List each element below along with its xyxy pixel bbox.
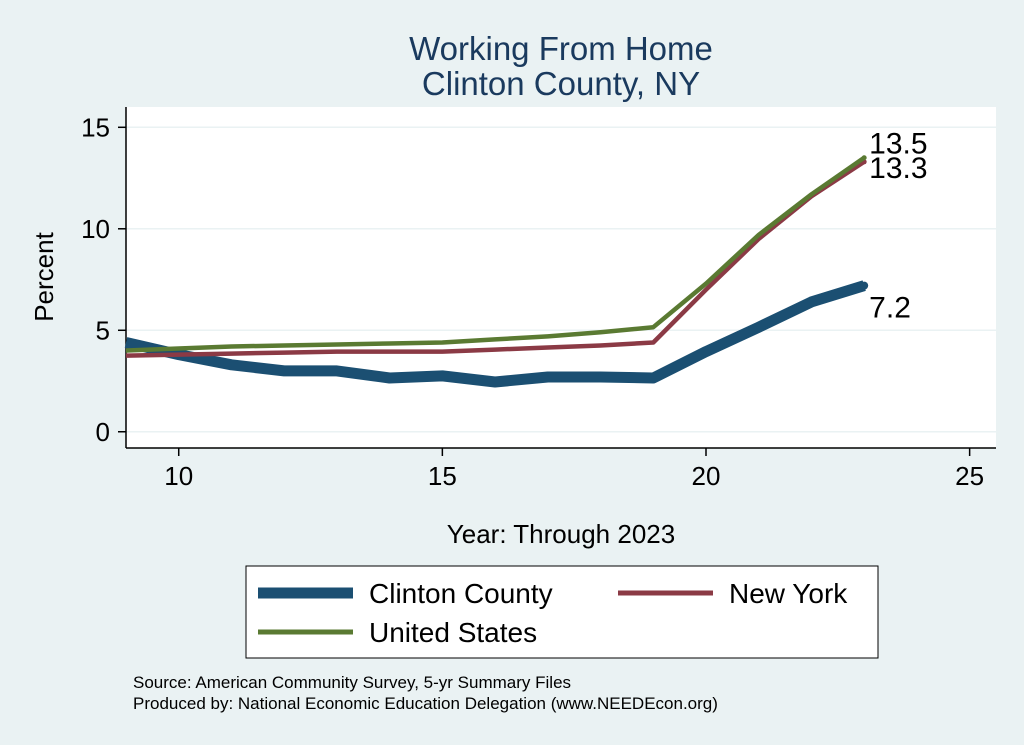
series-endpoint-united-states — [861, 155, 867, 161]
legend-label-clinton-county: Clinton County — [369, 578, 553, 609]
legend-box — [245, 565, 879, 659]
source-note: Source: American Community Survey, 5-yr … — [133, 673, 571, 692]
y-tick-label: 0 — [96, 417, 110, 447]
legend: Clinton County New York United States — [245, 565, 879, 659]
y-tick-label: 15 — [81, 112, 110, 142]
x-tick-label: 20 — [692, 461, 721, 491]
produced-note: Produced by: National Economic Education… — [133, 694, 718, 713]
end-label-clinton-county: 7.2 — [869, 292, 911, 325]
legend-label-new-york: New York — [729, 578, 848, 609]
chart-title: Working From Home — [409, 30, 713, 67]
end-label-new-york: 13.3 — [869, 152, 927, 185]
x-axis-label: Year: Through 2023 — [447, 519, 675, 549]
y-tick-label: 5 — [96, 315, 110, 345]
y-tick-label: 10 — [81, 214, 110, 244]
plot-area — [126, 107, 996, 448]
series-line-new-york — [125, 159, 866, 358]
y-axis-label: Percent — [29, 231, 59, 321]
x-tick-label: 15 — [428, 461, 457, 491]
x-tick-label: 25 — [955, 461, 984, 491]
axes: 0 5 10 15 10 15 20 25 — [81, 107, 996, 491]
series-group — [124, 155, 869, 388]
end-label-united-states: 13.5 — [869, 128, 927, 161]
series-line-united-states — [125, 155, 866, 353]
series-endpoint-clinton-county — [860, 281, 869, 290]
end-labels: 7.2 13.313.5 — [869, 128, 927, 325]
legend-label-united-states: United States — [369, 617, 537, 648]
chart-subtitle: Clinton County, NY — [422, 65, 700, 102]
x-tick-label: 10 — [164, 461, 193, 491]
series-line-clinton-county — [124, 280, 866, 388]
grid-lines — [126, 126, 996, 433]
